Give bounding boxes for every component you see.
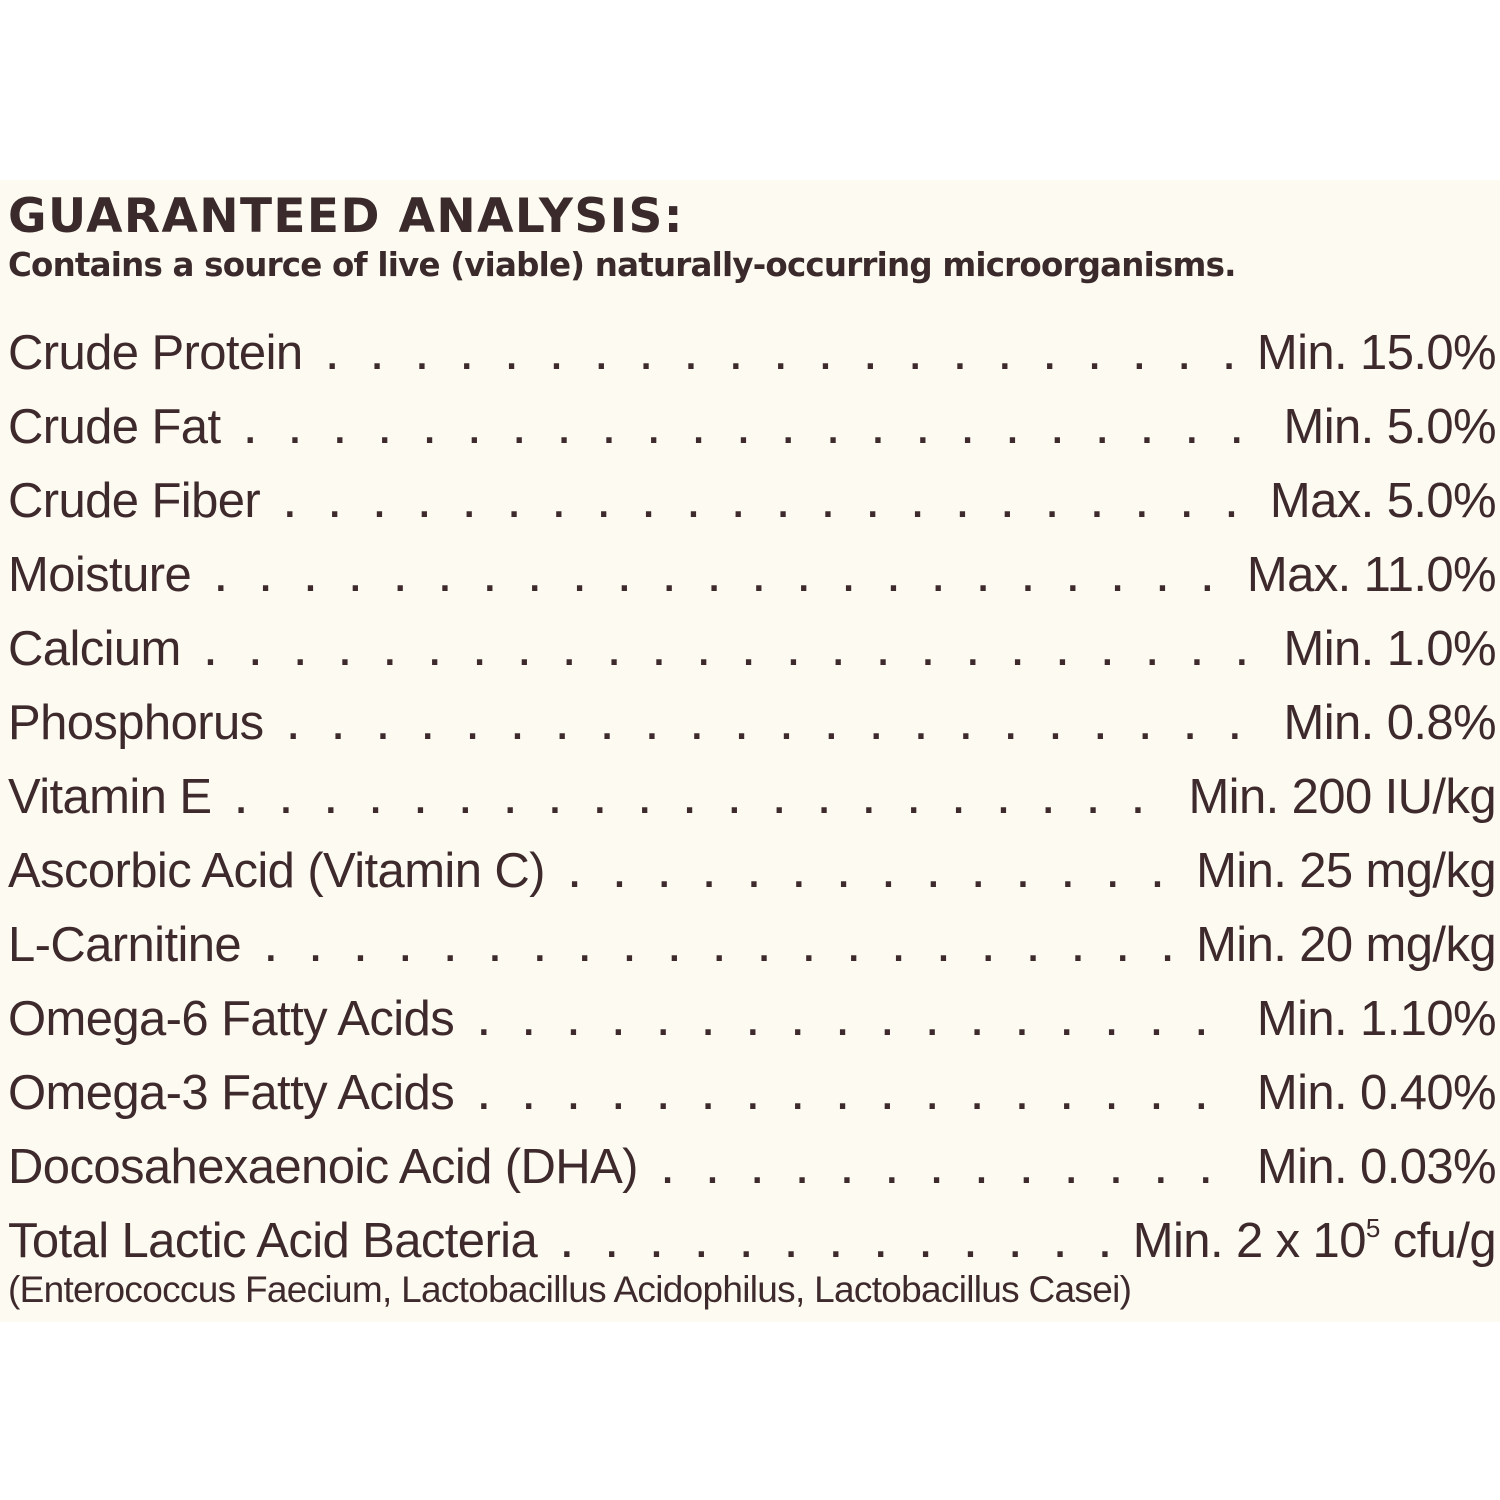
- analysis-row: Docosahexaenoic Acid (DHA) Min. 0.03%: [8, 1130, 1497, 1204]
- nutrient-name: Docosahexaenoic Acid (DHA): [8, 1140, 638, 1194]
- dot-leader: [327, 323, 1243, 397]
- nutrient-value: Min. 0.40%: [1256, 1066, 1497, 1120]
- nutrient-value: Min. 15.0%: [1256, 326, 1497, 380]
- analysis-row: Omega-3 Fatty Acids Min. 0.40%: [8, 1056, 1497, 1130]
- nutrient-name: Omega-6 Fatty Acids: [8, 992, 455, 1046]
- dot-leader: [265, 915, 1182, 989]
- nutrient-name: Total Lactic Acid Bacteria: [8, 1214, 538, 1268]
- analysis-row: Crude Fat Min. 5.0%: [8, 390, 1497, 464]
- analysis-title: GUARANTEED ANALYSIS:: [8, 189, 684, 244]
- nutrient-name: L-Carnitine: [8, 918, 242, 972]
- dot-leader: [662, 1137, 1243, 1211]
- value-base: Min. 2 x 10: [1132, 1214, 1367, 1268]
- nutrient-value: Min. 0.03%: [1256, 1140, 1497, 1194]
- analysis-subtitle: Contains a source of live (viable) natur…: [8, 246, 1236, 284]
- nutrient-value: Min. 2 x 105 cfu/g: [1132, 1204, 1497, 1278]
- dot-leader: [284, 471, 1256, 545]
- nutrient-value: Min. 20 mg/kg: [1196, 918, 1497, 972]
- dot-leader: [235, 767, 1174, 841]
- nutrient-name: Vitamin E: [8, 770, 212, 824]
- value-exponent: 5: [1365, 1213, 1380, 1243]
- dot-leader: [478, 1063, 1243, 1137]
- nutrient-value: Min. 0.8%: [1283, 696, 1497, 750]
- nutrient-name: Omega-3 Fatty Acids: [8, 1066, 455, 1120]
- analysis-table: Crude Protein Min. 15.0% Crude Fat Min. …: [8, 316, 1497, 1278]
- bacteria-strains-note: (Enterococcus Faecium, Lactobacillus Aci…: [8, 1269, 1132, 1310]
- nutrient-name: Ascorbic Acid (Vitamin C): [8, 844, 545, 898]
- nutrient-name: Crude Fiber: [8, 474, 261, 528]
- nutrient-value: Min. 1.10%: [1256, 992, 1497, 1046]
- nutrient-name: Moisture: [8, 548, 192, 602]
- nutrient-value: Min. 1.0%: [1283, 622, 1497, 676]
- analysis-row: Ascorbic Acid (Vitamin C) Min. 25 mg/kg: [8, 834, 1497, 908]
- nutrient-value: Min. 5.0%: [1283, 400, 1497, 454]
- dot-leader: [288, 693, 1270, 767]
- nutrient-value: Min. 200 IU/kg: [1188, 770, 1496, 824]
- dot-leader: [569, 841, 1182, 915]
- guaranteed-analysis-panel: GUARANTEED ANALYSIS: Contains a source o…: [0, 180, 1500, 1322]
- analysis-row: Vitamin E Min. 200 IU/kg: [8, 760, 1497, 834]
- dot-leader: [478, 989, 1243, 1063]
- analysis-row: Moisture Max. 11.0%: [8, 538, 1497, 612]
- nutrient-value: Max. 11.0%: [1246, 548, 1497, 602]
- nutrient-name: Phosphorus: [8, 696, 264, 750]
- analysis-row: Total Lactic Acid Bacteria Min. 2 x 105 …: [8, 1204, 1497, 1278]
- analysis-row: Omega-6 Fatty Acids Min. 1.10%: [8, 982, 1497, 1056]
- analysis-row: Phosphorus Min. 0.8%: [8, 686, 1497, 760]
- analysis-row: Calcium Min. 1.0%: [8, 612, 1497, 686]
- analysis-row: Crude Protein Min. 15.0%: [8, 316, 1497, 390]
- analysis-row: Crude Fiber Max. 5.0%: [8, 464, 1497, 538]
- nutrient-name: Crude Fat: [8, 400, 221, 454]
- analysis-row: L-Carnitine Min. 20 mg/kg: [8, 908, 1497, 982]
- dot-leader: [244, 397, 1269, 471]
- dot-leader: [205, 619, 1270, 693]
- nutrient-value: Max. 5.0%: [1269, 474, 1497, 528]
- nutrient-name: Calcium: [8, 622, 181, 676]
- dot-leader: [215, 545, 1233, 619]
- nutrient-value: Min. 25 mg/kg: [1196, 844, 1497, 898]
- nutrient-name: Crude Protein: [8, 326, 303, 380]
- value-unit: cfu/g: [1379, 1214, 1497, 1268]
